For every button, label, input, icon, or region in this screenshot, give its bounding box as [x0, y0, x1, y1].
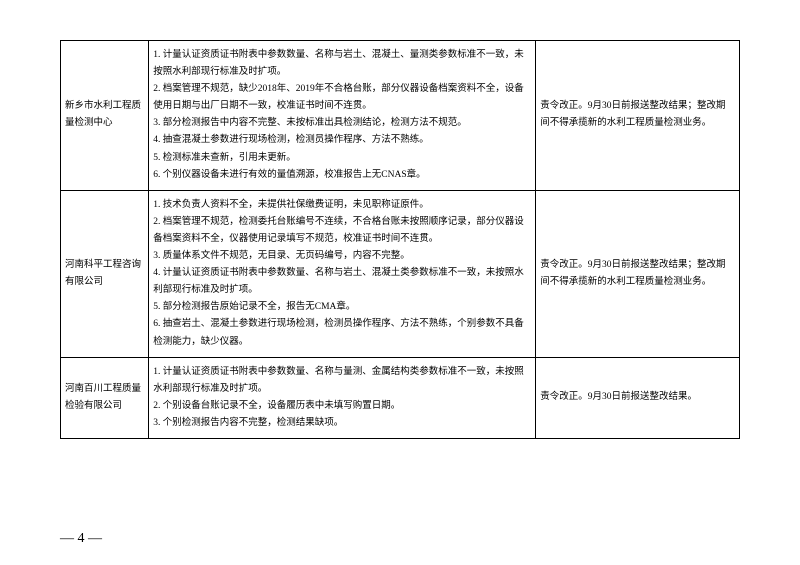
table-row: 河南科平工程咨询有限公司1. 技术负责人资料不全，未提供社保缴费证明，未见职称证…	[61, 190, 740, 357]
inspection-table: 新乡市水利工程质量检测中心1. 计量认证资质证书附表中参数数量、名称与岩土、混凝…	[60, 40, 740, 439]
issue-line: 3. 个别检测报告内容不完整，检测结果缺项。	[153, 415, 531, 432]
issue-line: 2. 档案管理不规范，缺少2018年、2019年不合格台账，部分仪器设备档案资料…	[153, 81, 531, 115]
org-cell: 新乡市水利工程质量检测中心	[61, 41, 149, 191]
action-cell: 责令改正。9月30日前报送整改结果。	[536, 357, 740, 438]
table-row: 新乡市水利工程质量检测中心1. 计量认证资质证书附表中参数数量、名称与岩土、混凝…	[61, 41, 740, 191]
issue-line: 1. 计量认证资质证书附表中参数数量、名称与岩土、混凝土、量测类参数标准不一致，…	[153, 47, 531, 81]
issue-line: 2. 档案管理不规范，检测委托台账编号不连续，不合格台账未按照顺序记录，部分仪器…	[153, 214, 531, 248]
issue-line: 3. 质量体系文件不规范，无目录、无页码编号，内容不完整。	[153, 248, 531, 265]
action-cell: 责令改正。9月30日前报送整改结果；整改期间不得承揽新的水利工程质量检测业务。	[536, 190, 740, 357]
org-cell: 河南科平工程咨询有限公司	[61, 190, 149, 357]
issue-line: 4. 抽查混凝土参数进行现场检测，检测员操作程序、方法不熟练。	[153, 132, 531, 149]
issue-line: 2. 个别设备台账记录不全，设备履历表中未填写购置日期。	[153, 398, 531, 415]
issue-line: 5. 部分检测报告原始记录不全，报告无CMA章。	[153, 299, 531, 316]
table-row: 河南百川工程质量检验有限公司1. 计量认证资质证书附表中参数数量、名称与量测、金…	[61, 357, 740, 438]
org-cell: 河南百川工程质量检验有限公司	[61, 357, 149, 438]
issue-line: 6. 抽查岩土、混凝土参数进行现场检测，检测员操作程序、方法不熟练，个别参数不具…	[153, 316, 531, 350]
issues-cell: 1. 技术负责人资料不全，未提供社保缴费证明，未见职称证原件。2. 档案管理不规…	[149, 190, 536, 357]
issue-line: 4. 计量认证资质证书附表中参数数量、名称与岩土、混凝土类参数标准不一致，未按照…	[153, 265, 531, 299]
issue-line: 5. 检测标准未查新，引用未更新。	[153, 150, 531, 167]
issues-cell: 1. 计量认证资质证书附表中参数数量、名称与量测、金属结构类参数标准不一致，未按…	[149, 357, 536, 438]
issue-line: 6. 个别仪器设备未进行有效的量值溯源，校准报告上无CNAS章。	[153, 167, 531, 184]
issue-line: 1. 计量认证资质证书附表中参数数量、名称与量测、金属结构类参数标准不一致，未按…	[153, 364, 531, 398]
issue-line: 1. 技术负责人资料不全，未提供社保缴费证明，未见职称证原件。	[153, 197, 531, 214]
issue-line: 3. 部分检测报告中内容不完整、未按标准出具检测结论，检测方法不规范。	[153, 115, 531, 132]
issues-cell: 1. 计量认证资质证书附表中参数数量、名称与岩土、混凝土、量测类参数标准不一致，…	[149, 41, 536, 191]
page-number: — 4 —	[60, 531, 102, 547]
action-cell: 责令改正。9月30日前报送整改结果；整改期间不得承揽新的水利工程质量检测业务。	[536, 41, 740, 191]
